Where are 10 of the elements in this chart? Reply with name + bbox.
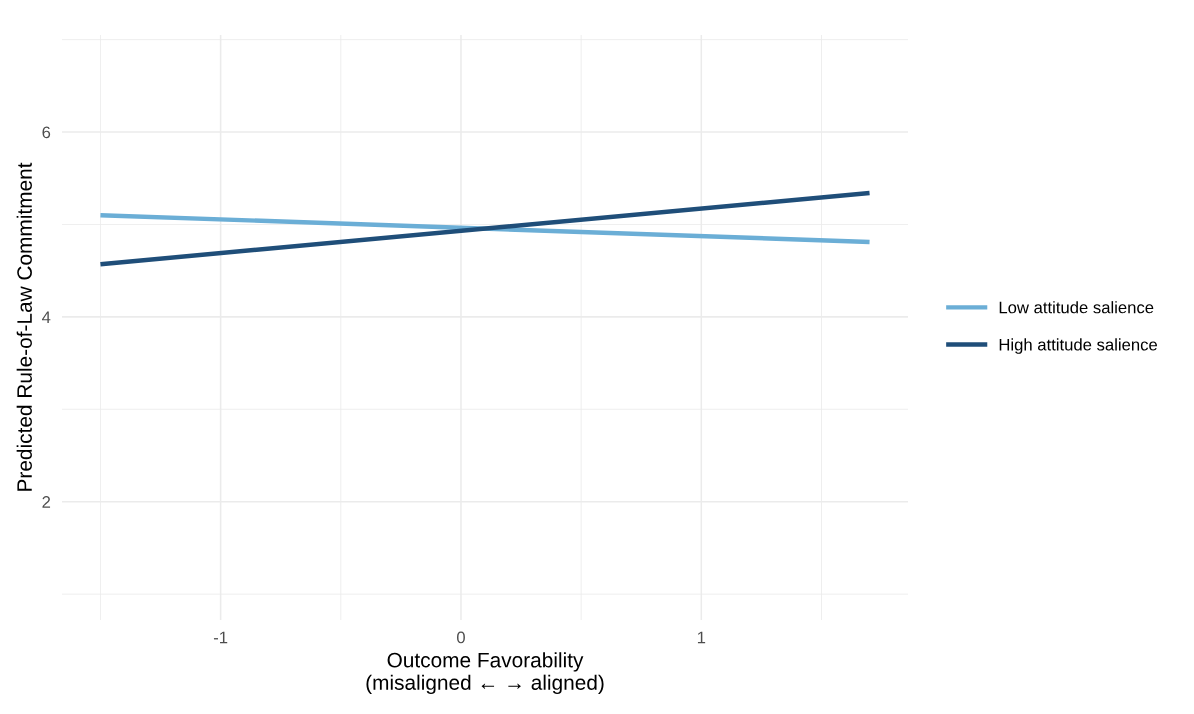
x-tick-label: 1 xyxy=(697,631,706,644)
y-tick-label: 4 xyxy=(42,311,51,323)
legend-label: Low attitude salience xyxy=(999,301,1154,314)
legend-label: High attitude salience xyxy=(999,338,1157,354)
y-tick-label: 6 xyxy=(42,126,51,139)
x-axis-title: Outcome Favorability (misaligned ← → aligned) xyxy=(366,652,604,695)
y-axis-title: Predicted Rule-of-Law Commitment xyxy=(16,162,32,491)
x-tick-label: -1 xyxy=(213,631,228,644)
y-tick-label: 2 xyxy=(42,496,51,508)
x-tick-label: 0 xyxy=(456,631,465,644)
